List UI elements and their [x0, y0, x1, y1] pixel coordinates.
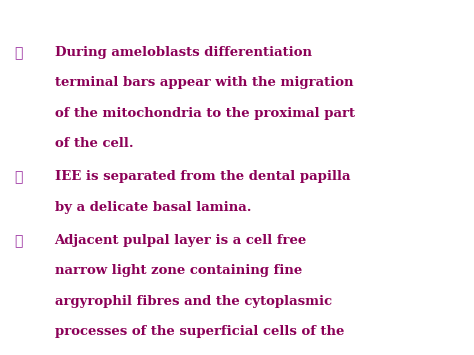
- Text: ❖: ❖: [14, 46, 23, 60]
- Text: ❖: ❖: [14, 234, 23, 248]
- Text: narrow light zone containing fine: narrow light zone containing fine: [55, 264, 302, 278]
- Text: ❖: ❖: [14, 170, 23, 184]
- Text: of the cell.: of the cell.: [55, 137, 133, 150]
- Text: During ameloblasts differentiation: During ameloblasts differentiation: [55, 46, 311, 59]
- Text: IEE is separated from the dental papilla: IEE is separated from the dental papilla: [55, 170, 350, 184]
- Text: terminal bars appear with the migration: terminal bars appear with the migration: [55, 76, 353, 89]
- Text: Adjacent pulpal layer is a cell free: Adjacent pulpal layer is a cell free: [55, 234, 307, 247]
- Text: argyrophil fibres and the cytoplasmic: argyrophil fibres and the cytoplasmic: [55, 295, 332, 308]
- Text: processes of the superficial cells of the: processes of the superficial cells of th…: [55, 325, 344, 338]
- Text: of the mitochondria to the proximal part: of the mitochondria to the proximal part: [55, 106, 355, 120]
- Text: by a delicate basal lamina.: by a delicate basal lamina.: [55, 201, 251, 214]
